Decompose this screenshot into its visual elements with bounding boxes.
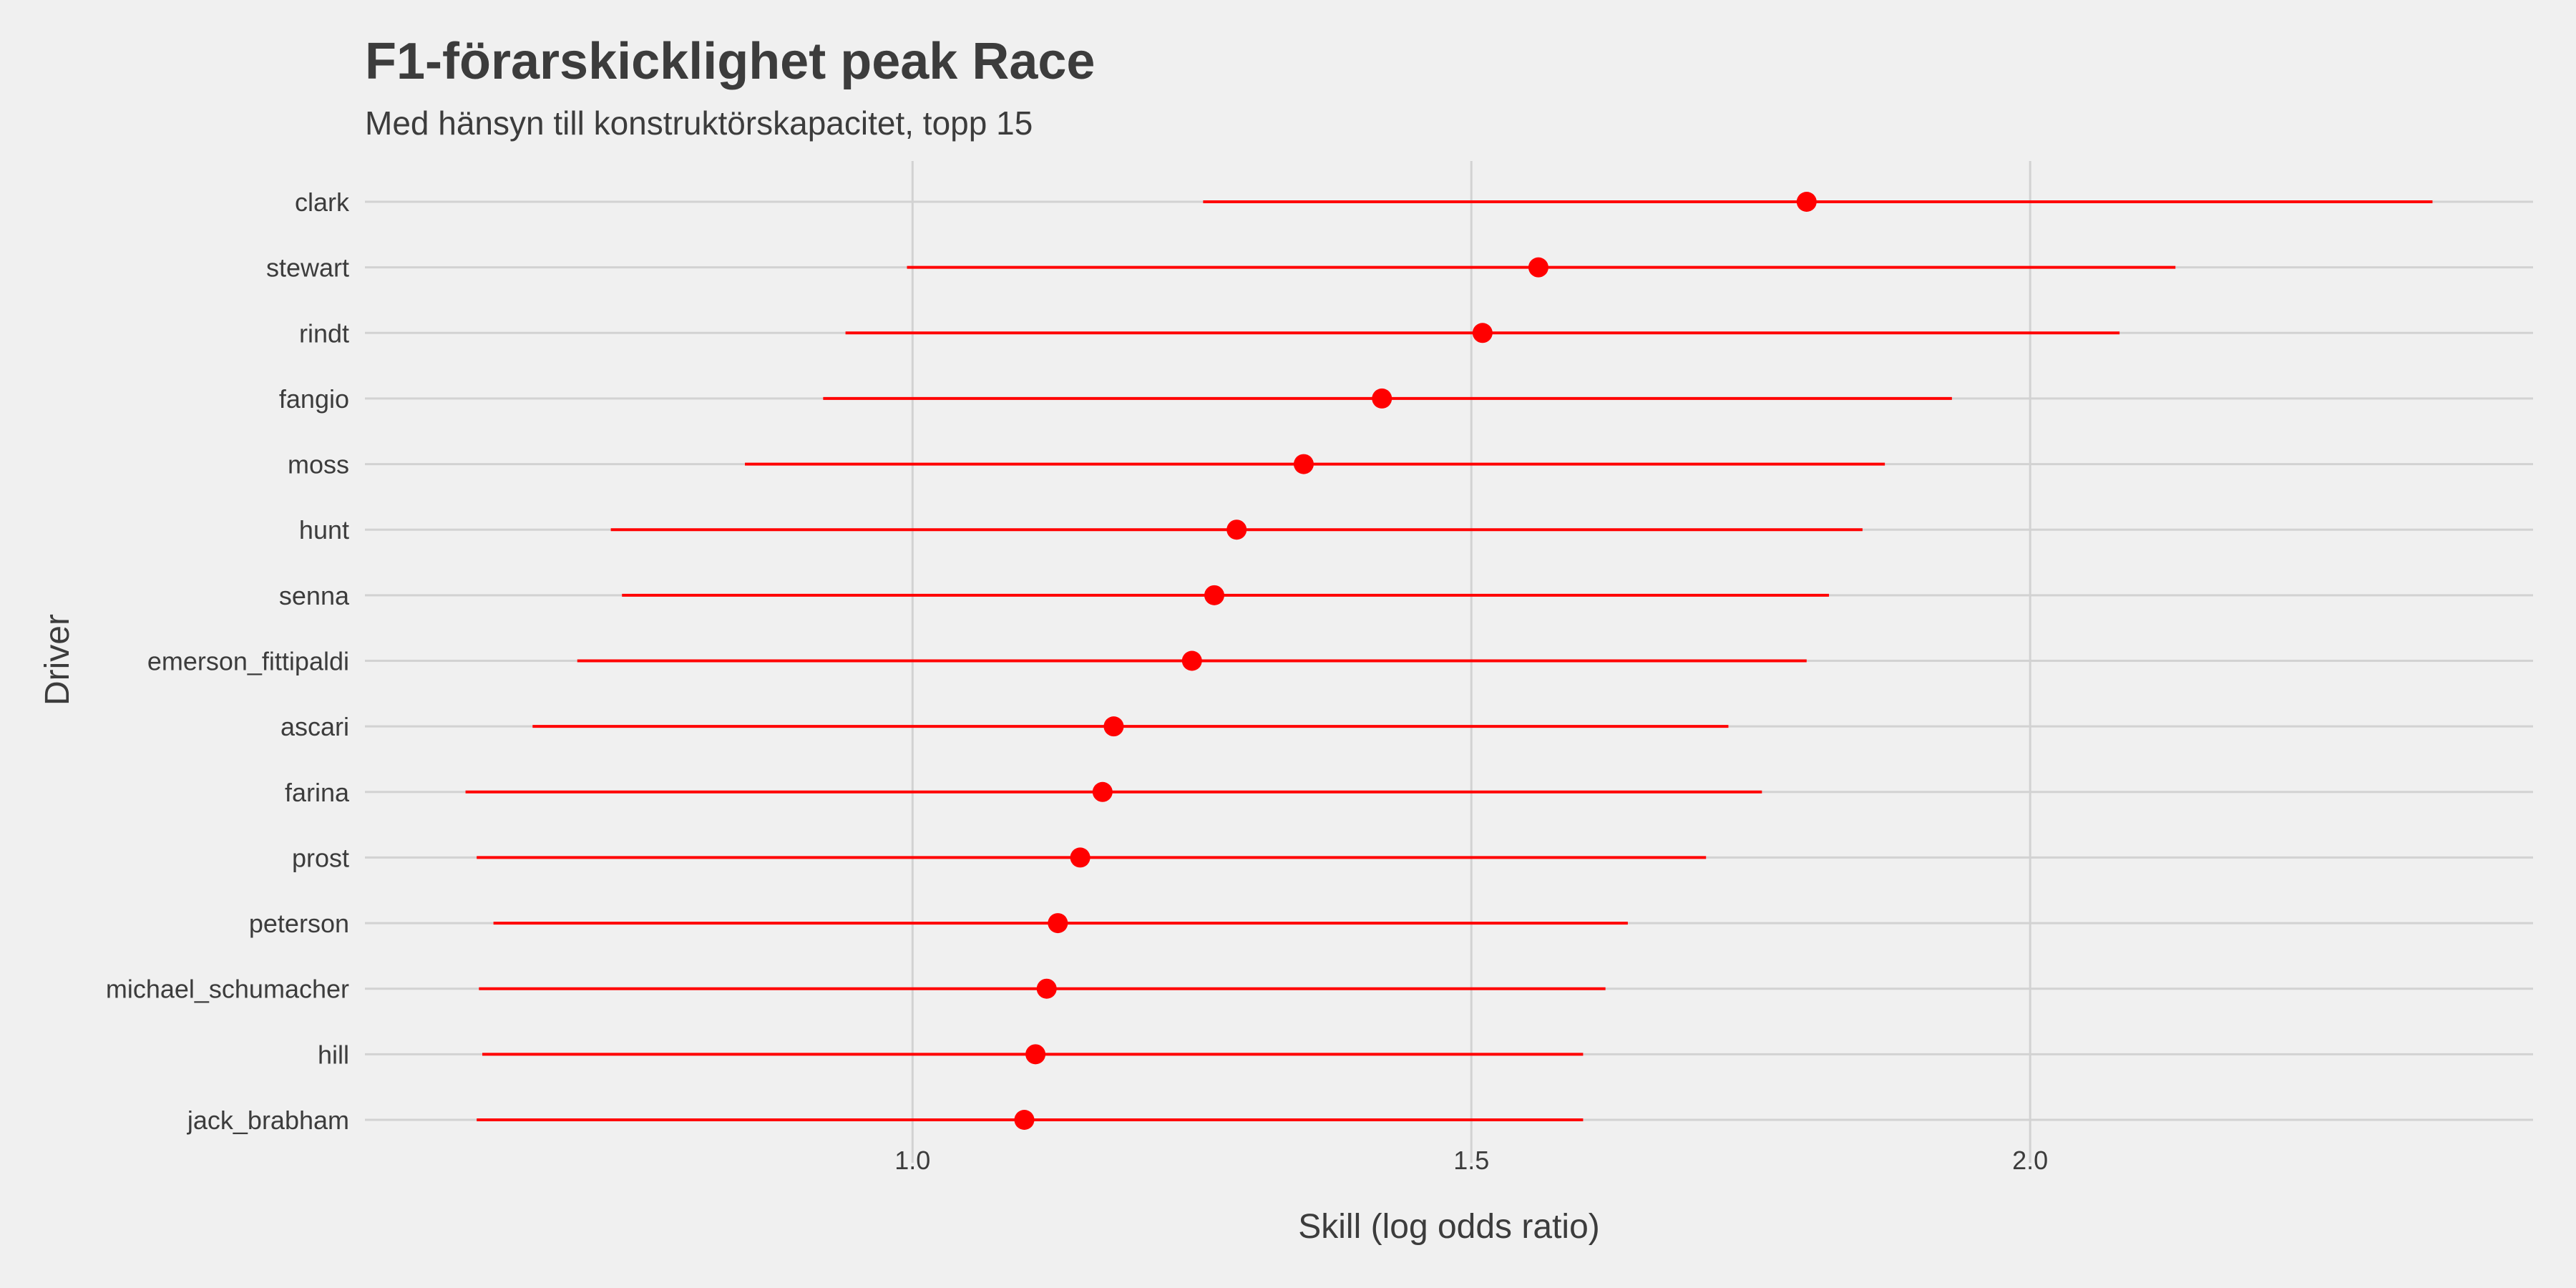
y-tick-label: farina [285, 778, 350, 807]
estimate-point [1796, 192, 1817, 212]
y-tick-label: michael_schumacher [106, 975, 349, 1004]
y-tick-label: emerson_fittipaldi [147, 647, 349, 676]
y-axis-title: Driver [39, 614, 77, 706]
estimate-point [1103, 716, 1124, 737]
estimate-point [1472, 323, 1493, 343]
estimate-point [1070, 847, 1091, 868]
y-tick-label: hill [318, 1040, 349, 1069]
y-tick-label: moss [288, 450, 349, 479]
estimate-points [1014, 192, 1817, 1130]
y-tick-labels: clark stewart rindt fangio moss hunt senna emer… [106, 187, 350, 1135]
estimate-point [1181, 650, 1202, 671]
y-tick-label: fangio [279, 384, 349, 414]
estimate-point [1025, 1044, 1046, 1065]
x-tick-label: 1.0 [894, 1146, 930, 1175]
estimate-point [1092, 781, 1113, 802]
estimate-point [1372, 388, 1392, 409]
y-tick-label: clark [295, 187, 350, 217]
chart-subtitle: Med hänsyn till konstruktörskapacitet, t… [365, 104, 1033, 142]
y-tick-label: jack_brabham [187, 1106, 349, 1135]
y-tick-label: hunt [299, 515, 349, 545]
chart-title: F1-förarskicklighet peak Race [365, 33, 1095, 90]
estimate-point [1036, 978, 1057, 999]
x-tick-label: 2.0 [2012, 1146, 2048, 1175]
x-axis-title: Skill (log odds ratio) [1298, 1208, 1600, 1246]
y-tick-label: peterson [249, 909, 349, 938]
y-tick-label: prost [292, 843, 349, 872]
y-tick-label: ascari [280, 712, 349, 741]
estimate-point [1014, 1110, 1035, 1130]
x-tick-label: 1.5 [1453, 1146, 1489, 1175]
y-tick-label: stewart [266, 253, 349, 283]
estimate-point [1048, 913, 1068, 934]
y-tick-label: senna [279, 581, 350, 610]
y-tick-label: rindt [299, 318, 349, 348]
estimate-point [1528, 257, 1548, 278]
estimate-point [1226, 519, 1247, 540]
estimate-point [1204, 585, 1225, 605]
x-tick-labels: 1.0 1.5 2.0 [894, 1146, 2048, 1175]
estimate-point [1293, 454, 1314, 474]
